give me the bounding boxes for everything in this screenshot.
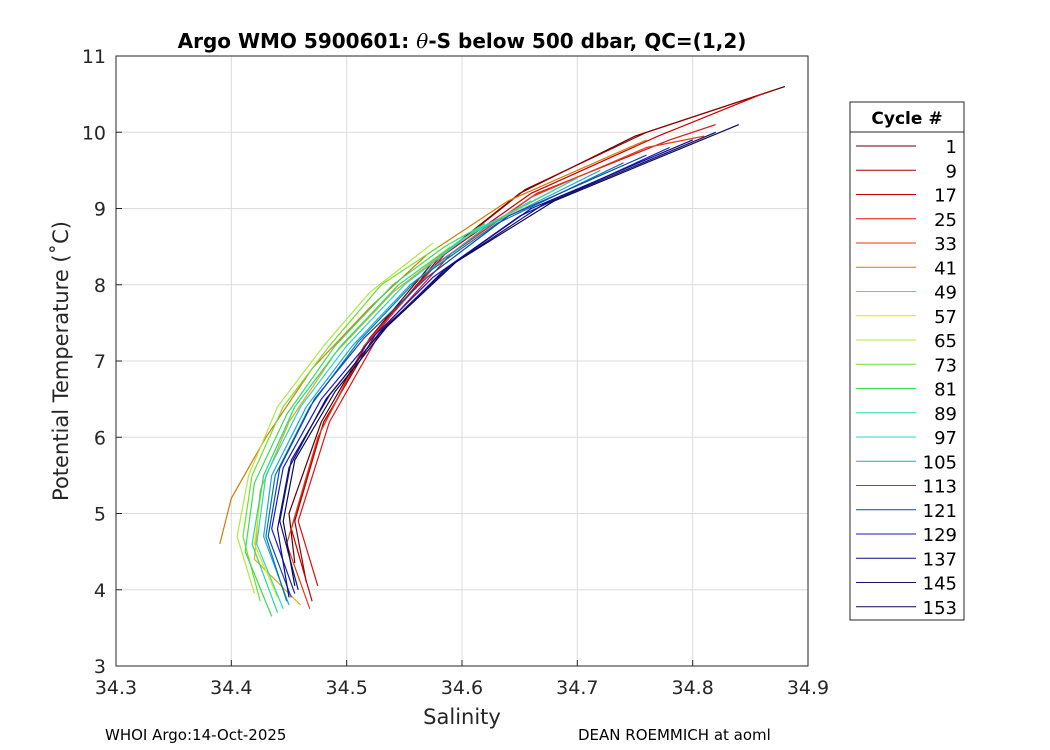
series-line-cycle-153 <box>282 124 740 587</box>
legend-label-33: 33 <box>934 234 957 255</box>
legend-label-137: 137 <box>923 549 957 570</box>
series-lines <box>219 85 786 617</box>
footer-right: DEAN ROEMMICH at aoml <box>578 726 771 744</box>
series-line-cycle-41 <box>219 139 647 545</box>
legend-label-49: 49 <box>934 283 957 304</box>
legend-label-17: 17 <box>934 186 957 207</box>
legend: Cycle # 1 9 17 25 33 41 49 57 65 73 81 89 97 105 113 12… <box>849 101 965 621</box>
series-line-cycle-121 <box>267 154 647 598</box>
legend-entries: 1 9 17 25 33 41 49 57 65 73 81 89 97 105 113 121 129 137 1… <box>856 137 957 619</box>
series-line-cycle-89 <box>251 200 532 613</box>
y-tick-label: 8 <box>94 275 106 297</box>
y-tick-label: 5 <box>94 504 106 526</box>
series-line-cycle-145 <box>279 131 716 590</box>
legend-label-153: 153 <box>923 598 957 619</box>
x-tick-label: 34.9 <box>787 677 829 699</box>
legend-label-25: 25 <box>934 210 957 231</box>
legend-label-97: 97 <box>934 428 957 449</box>
x-tick-label: 34.7 <box>556 677 598 699</box>
x-axis-label: Salinity <box>423 705 501 729</box>
y-tick-label: 6 <box>94 427 106 449</box>
legend-title: Cycle # <box>871 109 942 129</box>
x-tick-label: 34.4 <box>210 677 252 699</box>
legend-label-89: 89 <box>934 404 957 425</box>
x-tick-label: 34.6 <box>441 677 483 699</box>
chart-title: Argo WMO 5900601: θ-S below 500 dbar, QC… <box>178 29 747 53</box>
series-line-cycle-1 <box>288 85 786 564</box>
y-tick-label: 10 <box>82 122 106 144</box>
x-tick-label: 34.5 <box>326 677 368 699</box>
chart-title-prefix: Argo WMO 5900601: <box>178 29 417 53</box>
legend-label-129: 129 <box>923 525 957 546</box>
chart-title-theta: θ <box>416 29 428 53</box>
legend-label-41: 41 <box>934 258 957 279</box>
legend-label-65: 65 <box>934 331 957 352</box>
footer-left: WHOI Argo:14-Oct-2025 <box>105 726 287 744</box>
x-tick-label: 34.3 <box>95 677 137 699</box>
legend-label-1: 1 <box>946 137 957 158</box>
x-axis-ticks: 34.3 34.4 34.5 34.6 34.7 34.8 34.9 <box>95 660 829 699</box>
legend-label-57: 57 <box>934 307 957 328</box>
y-tick-label: 3 <box>94 656 106 678</box>
series-line-cycle-73 <box>242 246 440 602</box>
series-line-cycle-105 <box>263 169 601 606</box>
y-tick-label: 4 <box>94 580 106 602</box>
legend-label-81: 81 <box>934 380 957 401</box>
legend-label-113: 113 <box>923 477 957 498</box>
y-tick-label: 9 <box>94 199 106 221</box>
y-axis-ticks: 3 4 5 6 7 8 9 10 11 <box>82 46 122 678</box>
x-tick-label: 34.8 <box>672 677 714 699</box>
y-tick-label: 7 <box>94 351 106 373</box>
legend-label-105: 105 <box>923 452 957 473</box>
series-line-cycle-25 <box>297 124 716 587</box>
legend-label-121: 121 <box>923 501 957 522</box>
series-line-cycle-97 <box>256 177 578 610</box>
series-line-cycle-33 <box>286 135 705 610</box>
y-tick-label: 11 <box>82 46 106 68</box>
legend-label-9: 9 <box>946 161 957 182</box>
y-axis-label: Potential Temperature (˚C) <box>49 221 73 501</box>
legend-label-73: 73 <box>934 355 957 376</box>
series-line-cycle-81 <box>244 223 486 617</box>
chart-title-suffix: -S below 500 dbar, QC=(1,2) <box>428 29 746 53</box>
legend-label-145: 145 <box>923 574 957 595</box>
series-line-cycle-65 <box>236 242 434 594</box>
